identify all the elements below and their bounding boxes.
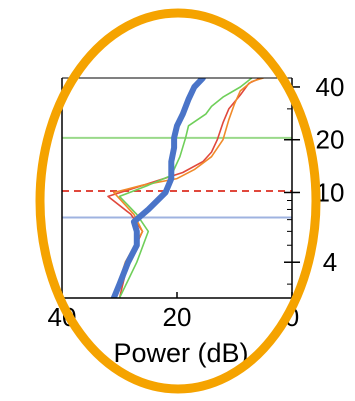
y-tick-label: 4 [323,247,337,277]
plot-background [62,78,292,298]
x-tick-label: 20 [163,302,192,332]
plot-area [62,78,292,298]
x-axis-label: Power (dB) [113,338,248,368]
y-tick-label: 20 [316,125,345,155]
y-tick-label: 40 [316,72,345,102]
x-tick-labels: 40 20 0 [48,302,300,332]
